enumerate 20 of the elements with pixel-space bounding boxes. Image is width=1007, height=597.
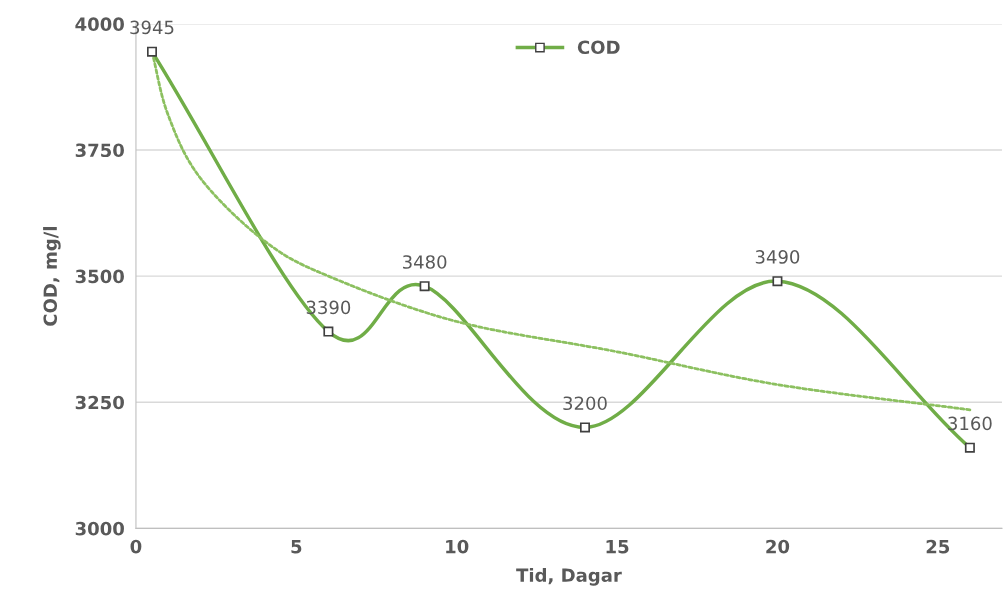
x-tick-label: 0: [130, 539, 142, 554]
x-axis-title: Tid, Dagar: [516, 568, 622, 586]
x-tick-label: 20: [766, 539, 790, 554]
legend-label: COD: [577, 40, 620, 55]
data-label: 3200: [563, 396, 607, 411]
x-tick-label: 15: [606, 540, 629, 554]
data-label: 3390: [306, 300, 351, 315]
x-tick-label: 10: [446, 539, 469, 554]
y-tick-label: 3250: [75, 395, 124, 410]
data-label: 3490: [755, 250, 800, 264]
y-tick-label: 4000: [75, 17, 124, 31]
data-label: 3160: [948, 416, 992, 431]
x-tick-label: 5: [291, 540, 302, 554]
y-axis-title: COD, mg/l: [43, 227, 61, 326]
x-tick-label: 25: [926, 539, 950, 554]
data-label: 3480: [403, 255, 447, 269]
y-tick-label: 3750: [75, 143, 124, 158]
y-tick-label: 3500: [75, 269, 124, 284]
y-tick-label: 3000: [75, 521, 124, 536]
data-label: 3945: [130, 20, 174, 35]
